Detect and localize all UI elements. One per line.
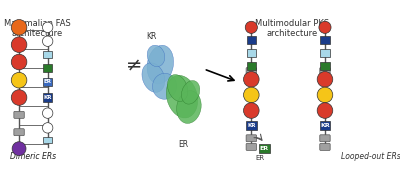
Bar <box>320 62 330 70</box>
Text: KR: KR <box>146 32 157 40</box>
Text: Mammalian FAS
architecture: Mammalian FAS architecture <box>4 19 71 38</box>
FancyBboxPatch shape <box>320 135 330 142</box>
FancyBboxPatch shape <box>320 68 330 74</box>
Circle shape <box>319 21 331 33</box>
Circle shape <box>11 20 27 35</box>
Circle shape <box>244 87 259 103</box>
Text: Dimeric ERs: Dimeric ERs <box>10 152 56 161</box>
FancyBboxPatch shape <box>246 135 256 142</box>
Text: KR: KR <box>44 95 52 100</box>
Circle shape <box>317 103 333 118</box>
Text: ER: ER <box>179 140 189 149</box>
Ellipse shape <box>166 75 198 118</box>
FancyBboxPatch shape <box>246 143 256 150</box>
Circle shape <box>42 36 53 46</box>
Text: KR: KR <box>247 123 256 128</box>
Ellipse shape <box>168 75 188 101</box>
Circle shape <box>11 54 27 70</box>
Text: KR: KR <box>320 123 330 128</box>
Circle shape <box>317 71 333 87</box>
Ellipse shape <box>147 45 165 67</box>
Circle shape <box>42 108 53 118</box>
Ellipse shape <box>182 81 200 104</box>
FancyBboxPatch shape <box>320 143 330 150</box>
Ellipse shape <box>147 45 174 84</box>
Text: ≠: ≠ <box>126 55 142 74</box>
Bar <box>320 49 330 57</box>
Bar <box>246 121 256 130</box>
Circle shape <box>11 90 27 105</box>
Circle shape <box>11 72 27 88</box>
Bar <box>320 36 330 44</box>
Bar <box>246 49 256 57</box>
Bar <box>43 78 52 86</box>
Circle shape <box>42 123 53 133</box>
Text: Looped-out ERs: Looped-out ERs <box>340 152 400 161</box>
Bar <box>43 93 52 102</box>
Circle shape <box>42 22 53 33</box>
Circle shape <box>11 37 27 52</box>
FancyBboxPatch shape <box>14 129 24 136</box>
Circle shape <box>244 103 259 118</box>
Bar <box>43 137 52 143</box>
Circle shape <box>317 87 333 103</box>
Bar <box>43 51 52 58</box>
Text: ER: ER <box>44 79 52 84</box>
Circle shape <box>12 142 26 156</box>
Text: Multimodular PKS
architecture: Multimodular PKS architecture <box>255 19 329 38</box>
Text: ER: ER <box>256 155 264 161</box>
FancyBboxPatch shape <box>246 68 256 74</box>
Bar <box>259 144 270 153</box>
Text: ER: ER <box>260 146 269 151</box>
Bar <box>43 64 52 72</box>
Ellipse shape <box>177 91 201 123</box>
Bar <box>320 121 330 130</box>
Circle shape <box>245 21 257 33</box>
FancyBboxPatch shape <box>14 111 24 118</box>
Ellipse shape <box>142 63 165 92</box>
Bar <box>246 62 256 70</box>
Circle shape <box>244 71 259 87</box>
Bar <box>246 36 256 44</box>
Ellipse shape <box>152 73 177 99</box>
